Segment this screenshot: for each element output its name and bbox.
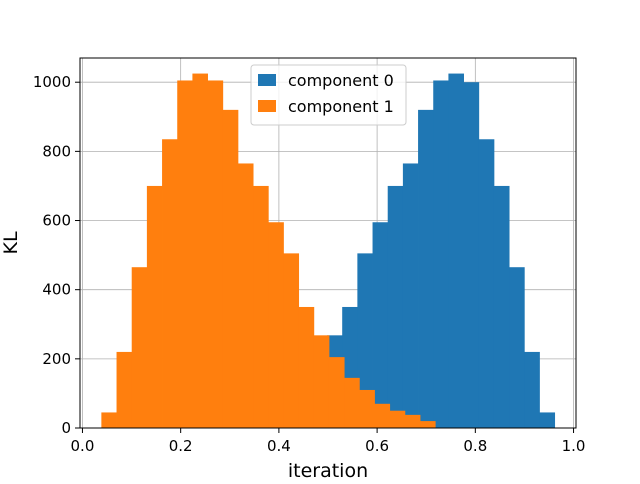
- x-tick-label: 0.8: [463, 437, 487, 455]
- histogram-bar-series-1: [101, 412, 117, 428]
- x-tick-label: 0.0: [71, 437, 95, 455]
- plot-frame: [79, 57, 577, 429]
- histogram-bar-series-1: [359, 389, 375, 428]
- histogram-bar-series-1: [177, 80, 193, 429]
- x-tick-label: 0.4: [267, 437, 291, 455]
- legend: component 0 component 1: [250, 64, 407, 126]
- histogram-bar-series-0: [372, 222, 389, 428]
- legend-swatch-component-0: [258, 74, 276, 86]
- histogram-bar-series-0: [478, 139, 495, 428]
- histogram-bars: [101, 73, 556, 429]
- histogram-bar-series-0: [387, 185, 404, 428]
- histogram-bar-series-1: [389, 410, 406, 428]
- histogram-bar-series-0: [524, 351, 540, 428]
- histogram-bar-series-1: [268, 222, 284, 428]
- y-tick-label: 1000: [33, 73, 71, 91]
- histogram-bar-series-0: [418, 109, 434, 429]
- y-tick-label: 200: [42, 350, 71, 368]
- y-tick-label: 800: [42, 142, 71, 160]
- histogram-bar-series-1: [162, 139, 178, 428]
- x-axis-label: iteration: [288, 460, 368, 480]
- x-tick-label: 0.2: [169, 437, 193, 455]
- y-tick-label: 0: [61, 419, 71, 437]
- y-axis-label: KL: [0, 231, 22, 254]
- histogram-bar-series-0: [463, 82, 480, 429]
- histogram-bar-series-1: [313, 335, 330, 428]
- y-tick-label: 600: [42, 212, 71, 230]
- histogram-bar-series-1: [146, 185, 163, 428]
- histogram-bar-series-1: [374, 403, 391, 428]
- histogram-bar-series-1: [116, 351, 133, 428]
- histogram-bar-series-0: [493, 185, 510, 428]
- histogram-bar-series-1: [131, 267, 148, 428]
- histogram-bar-series-1: [192, 73, 208, 429]
- histogram-bar-series-1: [237, 163, 254, 428]
- y-tick-label: 400: [42, 281, 71, 299]
- legend-label-component-0: component 0: [288, 71, 394, 90]
- histogram-bar-series-1: [283, 253, 300, 428]
- histogram-bar-series-1: [328, 357, 345, 428]
- histogram-bar-series-1: [344, 377, 360, 428]
- histogram-bar-series-0: [357, 253, 373, 428]
- histogram-bar-series-1: [253, 185, 269, 428]
- histogram-bar-series-0: [448, 73, 464, 429]
- x-tick-label: 1.0: [562, 437, 586, 455]
- axis-ticks: 0.0 0.2 0.4 0.6 0.8 1.0 0 200 400 600 800 1000: [33, 73, 586, 455]
- histogram-bar-series-0: [539, 412, 556, 428]
- legend-label-component-1: component 1: [288, 97, 394, 116]
- x-tick-label: 0.6: [365, 437, 389, 455]
- legend-swatch-component-1: [258, 100, 276, 112]
- histogram-bar-series-0: [509, 267, 525, 428]
- histogram-bar-series-1: [404, 414, 421, 428]
- histogram-bar-series-1: [420, 421, 436, 428]
- histogram-bar-series-1: [207, 80, 224, 429]
- histogram-bar-series-1: [298, 306, 315, 428]
- histogram-bar-series-0: [402, 163, 419, 428]
- histogram-bar-series-0: [433, 80, 449, 429]
- histogram-bar-series-1: [222, 109, 239, 429]
- legend-box: [250, 64, 407, 126]
